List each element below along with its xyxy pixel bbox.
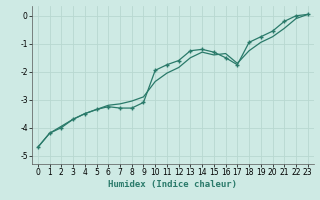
X-axis label: Humidex (Indice chaleur): Humidex (Indice chaleur) [108, 180, 237, 189]
